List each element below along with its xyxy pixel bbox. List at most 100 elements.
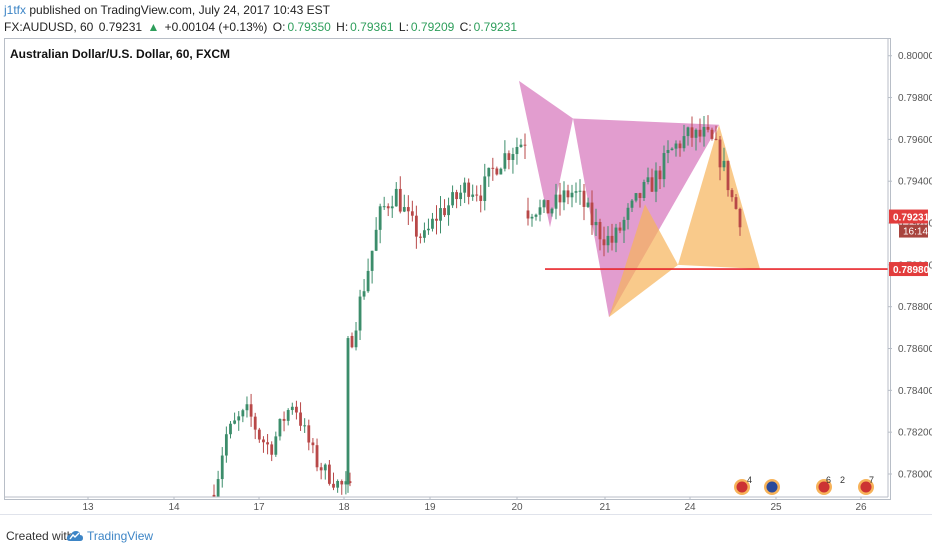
candle-body — [378, 206, 382, 230]
last-price-tag-label: 0.79231 — [893, 213, 930, 224]
candle-body — [382, 206, 386, 208]
created-with-text: Created with — [6, 529, 74, 543]
candle-body — [710, 129, 714, 139]
close-label: C: — [459, 20, 472, 34]
candle-body — [642, 182, 646, 199]
candle-body — [594, 221, 598, 226]
y-tick-label: 0.79400 — [898, 177, 932, 188]
y-tick-label: 0.78400 — [898, 386, 932, 397]
x-tick-label: 13 — [82, 502, 94, 513]
candle-body — [511, 154, 515, 160]
y-tick-label: 0.79200 — [898, 219, 932, 230]
tradingview-brand-link[interactable]: TradingView — [87, 529, 154, 543]
candle-body — [503, 153, 507, 169]
candle-body — [558, 194, 562, 203]
candle-body — [327, 464, 331, 484]
y-tick-label: 0.78800 — [898, 302, 932, 313]
tradingview-cloud-icon[interactable] — [66, 529, 84, 543]
candle-body — [266, 442, 269, 445]
event-flag-inner — [818, 481, 830, 493]
candle-body — [698, 129, 702, 137]
x-tick-label: 24 — [684, 502, 696, 513]
candle-body — [340, 481, 344, 485]
high-label: H: — [336, 20, 349, 34]
candle-body — [738, 208, 742, 228]
candle-body — [519, 144, 523, 148]
candle-body — [386, 206, 390, 209]
candle-body — [270, 444, 274, 455]
candle-body — [483, 176, 487, 201]
candle-body — [479, 195, 483, 201]
candle-body — [538, 207, 542, 215]
candle-body — [630, 200, 634, 208]
candle-body — [546, 200, 550, 214]
y-tick-label: 0.78600 — [898, 344, 932, 355]
ohlc-bar: FX:AUDUSD, 60 0.79231 ▲ +0.00104 (+0.13%… — [4, 20, 519, 34]
chart-title: Australian Dollar/U.S. Dollar, 60, FXCM — [10, 47, 231, 61]
candle-body — [323, 464, 327, 471]
candle-body — [402, 207, 406, 212]
candle-body — [290, 406, 294, 411]
candle-body — [220, 455, 224, 480]
last-price: 0.79231 — [98, 20, 143, 34]
candle-body — [634, 193, 638, 201]
candle-body — [262, 439, 265, 443]
candle-body — [463, 182, 467, 193]
publish-info: j1tfx published on TradingView.com, July… — [4, 3, 330, 17]
candle-body — [507, 153, 511, 160]
x-tick-label: 14 — [168, 502, 180, 513]
footer: Created with TradingView — [0, 514, 932, 551]
candle-body — [307, 425, 311, 443]
candle-body — [398, 188, 402, 212]
y-tick-label: 0.78000 — [898, 469, 932, 480]
candle-body — [241, 410, 245, 417]
candle-body — [670, 148, 674, 151]
candle-body — [706, 126, 710, 130]
up-triangle-icon: ▲ — [147, 20, 160, 34]
event-count-label: 7 — [869, 475, 874, 485]
candle-body — [582, 190, 586, 207]
open-value: 0.79350 — [287, 20, 331, 34]
level-tag — [889, 262, 928, 277]
candle-body — [578, 190, 582, 192]
candle-body — [315, 445, 319, 468]
candle-body — [233, 420, 237, 424]
candle-body — [646, 177, 650, 183]
candle-body — [245, 404, 249, 411]
candle-body — [570, 192, 574, 198]
candle-body — [253, 416, 257, 430]
candle-body — [678, 143, 682, 149]
time-tag — [899, 224, 928, 238]
symbol-label: FX:AUDUSD, 60 — [4, 20, 94, 34]
candle-body — [606, 235, 610, 246]
event-flag-inner — [766, 481, 778, 493]
candle-body — [718, 139, 722, 168]
candle-body — [499, 168, 503, 175]
x-tick-label: 26 — [855, 502, 867, 513]
candle-body — [423, 230, 426, 238]
candle-body — [550, 208, 554, 214]
candlestick-chart[interactable]: 0.800000.798000.796000.794000.792000.790… — [0, 0, 932, 514]
harmonic-triangle-orange-1 — [609, 204, 678, 318]
candle-body — [459, 192, 463, 200]
candle-body — [414, 215, 418, 237]
candle-body — [566, 190, 570, 198]
candle-body — [374, 229, 378, 251]
candle-body — [650, 177, 654, 192]
candle-body — [626, 207, 630, 220]
level-tag-label: 0.78980 — [893, 265, 930, 276]
candle-body — [431, 218, 434, 229]
candle-body — [278, 418, 282, 437]
candle-body — [722, 160, 726, 168]
candle-body — [435, 218, 438, 221]
candle-body — [662, 153, 666, 180]
event-flag-inner — [736, 481, 748, 493]
x-tick-label: 19 — [424, 502, 436, 513]
candle-body — [212, 494, 216, 497]
candle-body — [249, 404, 253, 417]
candle-body — [491, 167, 495, 169]
author-link[interactable]: j1tfx — [4, 3, 27, 17]
candle-body — [451, 192, 454, 206]
candle-body — [362, 291, 366, 297]
candle-body — [734, 197, 738, 209]
